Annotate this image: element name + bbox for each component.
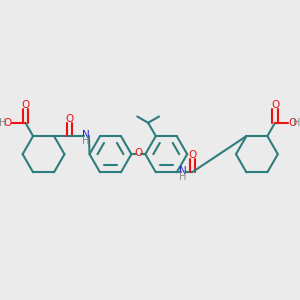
Text: O: O bbox=[21, 100, 30, 110]
Text: N: N bbox=[82, 130, 90, 140]
Text: H: H bbox=[82, 136, 90, 146]
Text: H: H bbox=[0, 118, 7, 128]
Text: O: O bbox=[188, 150, 196, 160]
Text: O: O bbox=[65, 114, 74, 124]
Text: N: N bbox=[179, 166, 187, 176]
Text: O: O bbox=[288, 118, 296, 128]
Text: O: O bbox=[134, 148, 142, 158]
Text: H: H bbox=[179, 172, 187, 182]
Text: O: O bbox=[4, 118, 12, 128]
Text: H: H bbox=[293, 118, 300, 128]
Text: O: O bbox=[271, 100, 279, 110]
